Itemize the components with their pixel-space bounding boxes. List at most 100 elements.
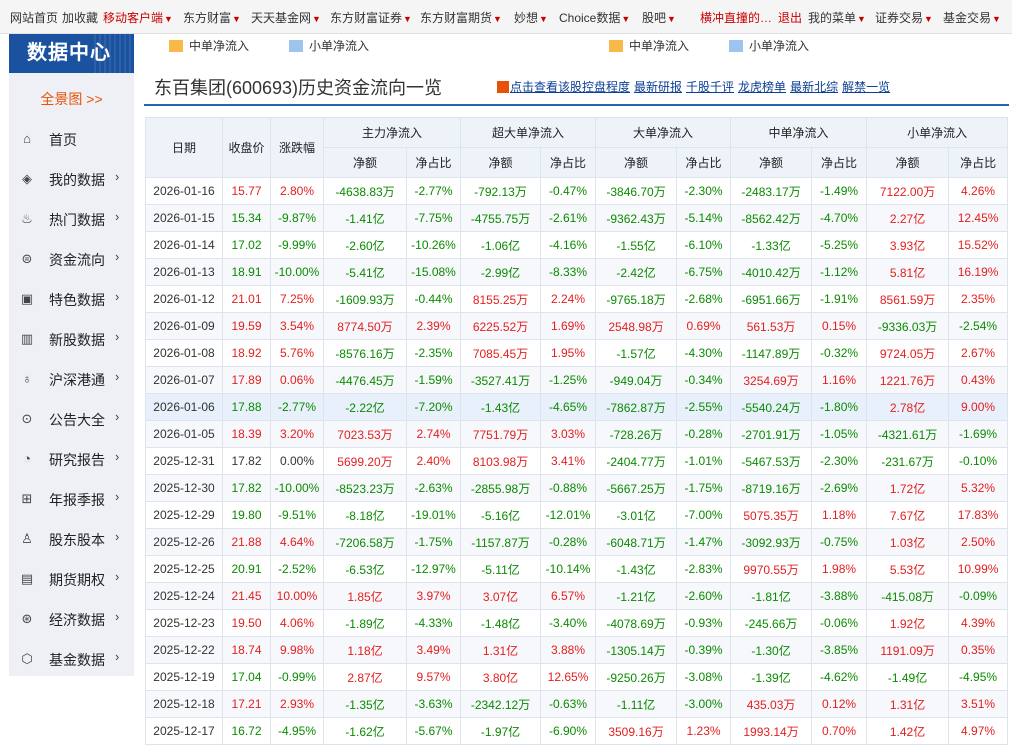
sidebar-item-icon: ▣	[20, 291, 34, 306]
col-close[interactable]: 收盘价	[222, 117, 271, 178]
top-nav-item[interactable]: 东方财富期货▼	[420, 9, 502, 26]
sidebar-item[interactable]: ⊛ 经济数据 ›	[9, 609, 134, 650]
cell-value: -3.01亿	[595, 501, 678, 529]
top-nav-item[interactable]: 证券交易▼	[875, 9, 933, 26]
cell-value: 8774.50万	[323, 312, 407, 340]
cell-value: -8.18亿	[323, 501, 407, 529]
top-nav-item[interactable]: Choice数据▼	[559, 9, 630, 26]
quick-link[interactable]: 解禁一览	[842, 80, 891, 94]
col-net-amount[interactable]: 净额	[460, 147, 542, 178]
sidebar-item[interactable]: ◔ 研究报告 ›	[9, 449, 134, 490]
table-row[interactable]: 2025-12-31 17.82 0.00% 5699.20万 2.40% 8103.98…	[145, 447, 1009, 475]
table-row[interactable]: 2025-12-26 21.88 4.64% -7206.58万 -1.75% -1157…	[145, 528, 1009, 556]
cell-value: 1.18%	[811, 501, 868, 529]
top-nav-item[interactable]: 东方财富证券▼	[330, 9, 412, 26]
col-net-amount[interactable]: 净额	[595, 147, 678, 178]
sidebar-item[interactable]: ⊙ 公告大全 ›	[9, 409, 134, 450]
cell-value: -0.88%	[540, 474, 597, 502]
top-nav-item[interactable]: 东方财富▼	[183, 9, 241, 26]
table-row[interactable]: 2025-12-19 17.04 -0.99% 2.87亿 9.57% 3.80亿 12.6…	[145, 663, 1009, 691]
sidebar-item[interactable]: ♨ 热门数据 ›	[9, 209, 134, 250]
sidebar-item[interactable]: ⊜ 资金流向 ›	[9, 249, 134, 290]
cell-value: -0.63%	[540, 690, 597, 718]
sidebar-item[interactable]: ▤ 期货期权 ›	[9, 569, 134, 610]
table-row[interactable]: 2026-01-14 17.02 -9.99% -2.60亿 -10.26% -1.06亿…	[145, 231, 1009, 259]
table-row[interactable]: 2025-12-29 19.80 -9.51% -8.18亿 -19.01% -5.16亿…	[145, 501, 1009, 529]
table-row[interactable]: 2026-01-07 17.89 0.06% -4476.45万 -1.59% -3527…	[145, 366, 1009, 394]
cell-value: 1.92亿	[866, 609, 950, 637]
quick-link[interactable]: 千股千评	[686, 80, 735, 94]
cell-value: -1.47%	[676, 528, 732, 556]
top-nav-item[interactable]: 我的菜单▼	[808, 9, 866, 26]
col-net-ratio[interactable]: 净占比	[948, 147, 1009, 178]
table-row[interactable]: 2026-01-13 18.91 -10.00% -5.41亿 -15.08% -2.99…	[145, 258, 1009, 286]
cell-value: -1609.93万	[323, 285, 407, 313]
table-row[interactable]: 2025-12-24 21.45 10.00% 1.85亿 3.97% 3.07亿 6.57…	[145, 582, 1009, 610]
top-nav-item[interactable]: 股吧▼	[642, 9, 676, 26]
cell-value: -12.01%	[540, 501, 597, 529]
top-nav-item[interactable]: 横冲直撞的…	[700, 9, 772, 26]
sidebar-item[interactable]: ◈ 我的数据 ›	[9, 169, 134, 210]
sidebar-item[interactable]: ⌂ 首页	[9, 130, 134, 170]
cell-value: -3.85%	[811, 636, 868, 664]
top-nav-item[interactable]: 退出	[778, 9, 802, 26]
sidebar-item[interactable]: ♁ 沪深港通 ›	[9, 369, 134, 410]
sidebar-item[interactable]: ▣ 特色数据 ›	[9, 289, 134, 330]
quick-link[interactable]: 最新北综	[790, 80, 839, 94]
title-divider	[144, 104, 1009, 106]
table-row[interactable]: 2026-01-06 17.88 -2.77% -2.22亿 -7.20% -1.43亿 -…	[145, 393, 1009, 421]
col-net-amount[interactable]: 净额	[323, 147, 407, 178]
quick-link[interactable]: 龙虎榜单	[738, 80, 787, 94]
legend-item[interactable]: 中单净流入	[609, 37, 689, 54]
top-nav-item[interactable]: 网站首页	[10, 9, 58, 26]
cell-value: -3.08%	[676, 663, 732, 691]
table-row[interactable]: 2026-01-08 18.92 5.76% -8576.16万 -2.35% 7085.…	[145, 339, 1009, 367]
legend-item[interactable]: 小单净流入	[289, 37, 369, 54]
cell-date: 2026-01-16	[145, 177, 223, 205]
cell-value: -9362.43万	[595, 204, 678, 232]
table-row[interactable]: 2025-12-17 16.72 -4.95% -1.62亿 -5.67% -1.97亿 -…	[145, 717, 1009, 745]
sidebar-title[interactable]: 数据中心	[9, 34, 134, 73]
col-date[interactable]: 日期	[145, 117, 223, 178]
cell-date: 2026-01-06	[145, 393, 223, 421]
top-nav-item[interactable]: 基金交易▼	[943, 9, 1001, 26]
table-row[interactable]: 2025-12-30 17.82 -10.00% -8523.23万 -2.63% -28…	[145, 474, 1009, 502]
col-net-amount[interactable]: 净额	[730, 147, 813, 178]
sidebar-item[interactable]: ▥ 新股数据 ›	[9, 329, 134, 370]
col-net-ratio[interactable]: 净占比	[540, 147, 597, 178]
sidebar-item[interactable]: ♙ 股东股本 ›	[9, 529, 134, 570]
top-nav-item[interactable]: 天天基金网▼	[251, 9, 321, 26]
table-row[interactable]: 2025-12-18 17.21 2.93% -1.35亿 -3.63% -2342.12…	[145, 690, 1009, 718]
col-change[interactable]: 涨跌幅	[270, 117, 324, 178]
table-row[interactable]: 2025-12-23 19.50 4.06% -1.89亿 -4.33% -1.48亿 -3…	[145, 609, 1009, 637]
cell-value: 9724.05万	[866, 339, 950, 367]
cell-value: 3.03%	[540, 420, 597, 448]
table-row[interactable]: 2026-01-16 15.77 2.80% -4638.83万 -2.77% -792.…	[145, 177, 1009, 205]
cell-value: -1.49%	[811, 177, 868, 205]
quick-link[interactable]: 最新研报	[634, 80, 683, 94]
table-row[interactable]: 2025-12-22 18.74 9.98% 1.18亿 3.49% 1.31亿 3.88%…	[145, 636, 1009, 664]
legend-item[interactable]: 中单净流入	[169, 37, 249, 54]
table-row[interactable]: 2026-01-09 19.59 3.54% 8774.50万 2.39% 6225.52…	[145, 312, 1009, 340]
table-row[interactable]: 2026-01-15 15.34 -9.87% -1.41亿 -7.75% -4755.7…	[145, 204, 1009, 232]
cell-value: -2.69%	[811, 474, 868, 502]
sidebar-item-label: 新股数据	[49, 332, 105, 348]
overview-link[interactable]: 全景图 >>	[40, 91, 103, 107]
col-net-ratio[interactable]: 净占比	[676, 147, 732, 178]
col-net-ratio[interactable]: 净占比	[811, 147, 868, 178]
top-nav-item[interactable]: 移动客户端▼	[103, 9, 173, 26]
cell-value: 5.53亿	[866, 555, 950, 583]
sidebar-item[interactable]: ⬡ 基金数据 ›	[9, 649, 134, 690]
col-net-ratio[interactable]: 净占比	[405, 147, 462, 178]
sidebar-item[interactable]: ⊞ 年报季报 ›	[9, 489, 134, 530]
top-nav-item[interactable]: 加收藏	[62, 9, 98, 26]
quick-link[interactable]: 点击查看该股控盘程度	[510, 80, 631, 94]
table-row[interactable]: 2026-01-12 21.01 7.25% -1609.93万 -0.44% 8155.…	[145, 285, 1009, 313]
table-row[interactable]: 2025-12-25 20.91 -2.52% -6.53亿 -12.97% -5.11亿…	[145, 555, 1009, 583]
top-nav-item[interactable]: 妙想▼	[514, 9, 548, 26]
table-row[interactable]: 2026-01-05 18.39 3.20% 7023.53万 2.74% 7751.79…	[145, 420, 1009, 448]
col-net-amount[interactable]: 净额	[866, 147, 950, 178]
cell-change: 3.54%	[270, 312, 324, 340]
cell-value: -2.60%	[676, 582, 732, 610]
legend-item[interactable]: 小单净流入	[729, 37, 809, 54]
